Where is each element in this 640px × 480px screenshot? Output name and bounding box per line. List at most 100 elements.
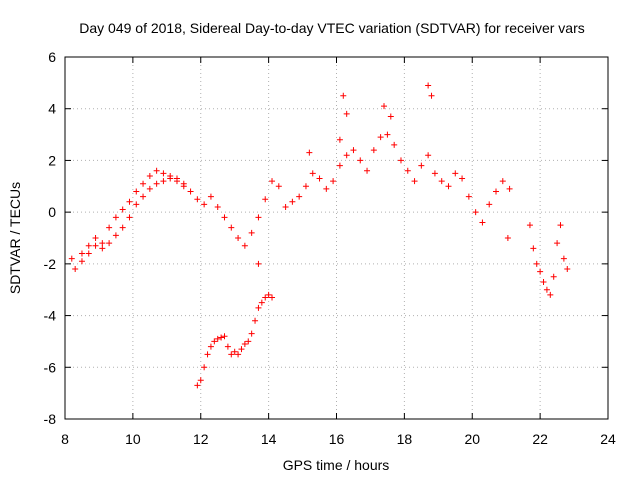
data-point [92, 242, 99, 249]
data-point [167, 175, 174, 182]
data-point [269, 294, 276, 301]
data-point [343, 152, 350, 159]
data-point [381, 103, 388, 110]
data-point [269, 178, 276, 185]
data-point [207, 193, 214, 200]
data-point [78, 258, 85, 265]
y-tick-label: 2 [48, 152, 56, 168]
data-point [201, 201, 208, 208]
series-2 [194, 291, 276, 389]
x-tick-label: 12 [193, 431, 209, 447]
data-point [68, 255, 75, 262]
data-point [336, 162, 343, 169]
data-point [231, 348, 238, 355]
data-point [126, 214, 133, 221]
data-point [506, 185, 513, 192]
data-point [411, 178, 418, 185]
x-tick-label: 18 [397, 431, 413, 447]
x-tick-label: 22 [532, 431, 548, 447]
data-point [194, 382, 201, 389]
y-tick-label: 0 [48, 204, 56, 220]
data-point [397, 157, 404, 164]
data-point [387, 113, 394, 120]
y-tick-labels: -8 -6 -4 -2 0 2 4 6 [44, 49, 57, 427]
x-tick-label: 14 [261, 431, 277, 447]
data-point [235, 235, 242, 241]
series-4 [255, 82, 511, 267]
data-point [554, 240, 561, 247]
data-point [99, 240, 106, 247]
data-point [228, 351, 235, 358]
series-3 [526, 222, 571, 298]
data-point [537, 268, 544, 275]
data-point [204, 351, 211, 358]
data-point [133, 201, 140, 208]
data-point [173, 175, 180, 182]
data-point [431, 170, 438, 177]
data-point [370, 147, 377, 154]
data-point [241, 242, 248, 249]
data-point [140, 180, 147, 187]
data-point [224, 343, 231, 350]
y-tick-label: 6 [48, 49, 56, 65]
data-point [330, 178, 337, 185]
data-point [153, 180, 160, 187]
y-tick-label: -8 [44, 411, 57, 427]
data-point [543, 286, 550, 293]
data-point [85, 242, 92, 249]
data-point [296, 193, 303, 200]
series-1 [78, 175, 187, 265]
x-tick-label: 20 [464, 431, 480, 447]
data-point [160, 170, 167, 177]
data-point [119, 224, 126, 231]
data-point [245, 338, 252, 345]
data-point [187, 188, 194, 195]
data-point [364, 167, 371, 174]
data-point [340, 92, 347, 99]
data-point [377, 134, 384, 141]
y-axis-label: SDTVAR / TECUs [7, 182, 23, 294]
data-point [106, 224, 113, 231]
axis-ticks [64, 56, 609, 420]
data-point [343, 110, 350, 117]
x-tick-labels: 8 10 12 14 16 18 20 22 24 [61, 431, 616, 447]
data-point [140, 193, 147, 200]
data-point [106, 240, 113, 247]
data-point [564, 266, 571, 273]
data-point [221, 214, 228, 221]
data-point [289, 198, 296, 205]
y-tick-label: -4 [44, 308, 57, 324]
data-point [533, 260, 540, 267]
data-point [499, 178, 506, 185]
data-point [418, 162, 425, 169]
data-point [146, 185, 153, 192]
data-point [218, 334, 225, 341]
data-point [112, 214, 119, 221]
data-point [309, 170, 316, 177]
x-tick-label: 24 [600, 431, 616, 447]
y-tick-label: -6 [44, 359, 57, 375]
data-point [306, 149, 313, 156]
data-point [452, 170, 459, 177]
data-point [479, 219, 486, 226]
data-point [262, 196, 269, 203]
data-point [194, 196, 201, 203]
data-point [214, 335, 221, 342]
data-point [153, 167, 160, 174]
data-point [85, 250, 92, 257]
data-point [255, 304, 262, 311]
data-point [238, 346, 245, 353]
data-point [119, 206, 126, 213]
data-point [425, 82, 432, 89]
data-point [99, 245, 106, 252]
data-point [211, 338, 218, 345]
data-point [92, 235, 99, 241]
data-points [68, 82, 571, 389]
data-point [550, 273, 557, 280]
data-point [357, 157, 364, 164]
y-tick-label: 4 [48, 101, 56, 117]
x-tick-label: 8 [61, 431, 69, 447]
data-point [493, 188, 500, 195]
x-axis-label: GPS time / hours [283, 457, 390, 473]
data-point [302, 183, 309, 190]
